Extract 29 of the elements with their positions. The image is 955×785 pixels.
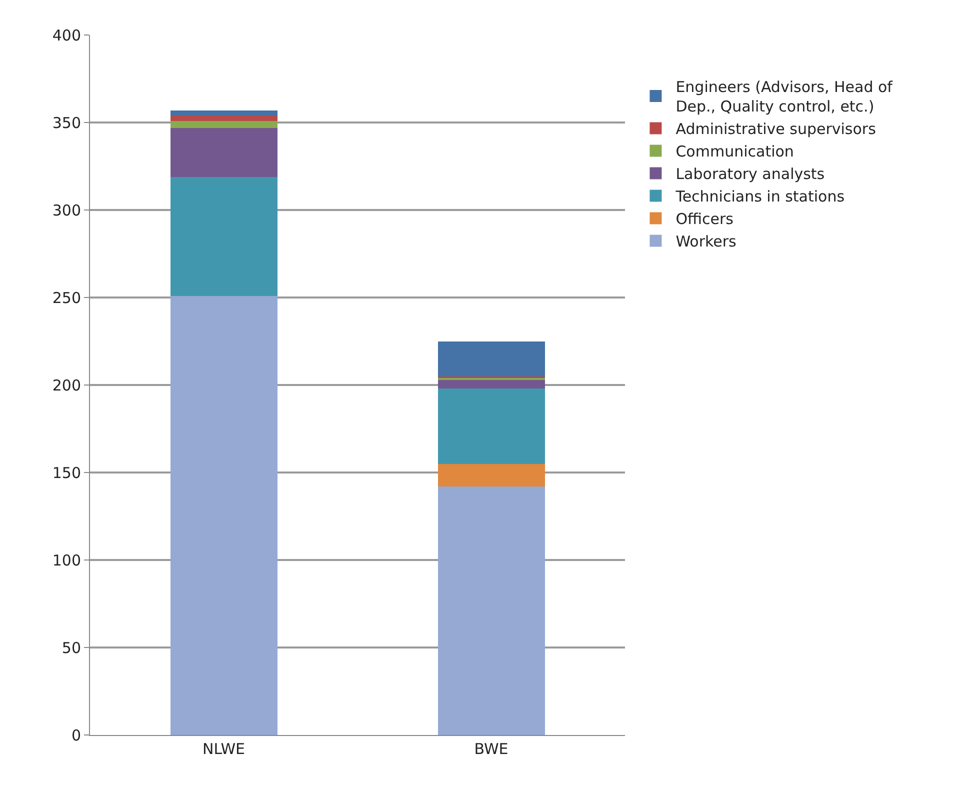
- y-tick-label: 0: [71, 726, 81, 744]
- y-tick-label: 300: [52, 201, 81, 220]
- x-tick-label: BWE: [474, 740, 508, 758]
- bar: [438, 380, 545, 388]
- y-tick-label: 150: [52, 464, 81, 482]
- bar: [170, 176, 278, 296]
- legend-label: Administrative supervisors: [676, 120, 876, 138]
- bar: [170, 110, 278, 116]
- bar: [438, 486, 545, 735]
- legend-label: Officers: [676, 210, 734, 228]
- legend-label: Technicians in stations: [674, 188, 845, 206]
- y-tick-label: 100: [52, 551, 81, 570]
- bar: [170, 116, 278, 121]
- bar: [438, 388, 545, 464]
- y-tick-label: 400: [52, 26, 81, 44]
- y-tick-label: 350: [52, 114, 81, 132]
- legend-label: Communication: [676, 142, 794, 161]
- bar: [438, 464, 545, 486]
- legend-label: Engineers (Advisors, Head of Dep., Quality control, etc.): [676, 78, 894, 116]
- bar: [438, 341, 545, 376]
- bar: [170, 120, 278, 128]
- bar: [170, 296, 278, 735]
- y-tick-label: 250: [52, 288, 81, 307]
- legend-label: Laboratory analysts: [676, 165, 825, 184]
- y-tick-label: 200: [52, 376, 81, 394]
- legend-label: Workers: [676, 232, 737, 251]
- x-tick-label: NLWE: [202, 740, 246, 758]
- bar: [170, 128, 278, 177]
- y-tick-label: 50: [62, 638, 81, 657]
